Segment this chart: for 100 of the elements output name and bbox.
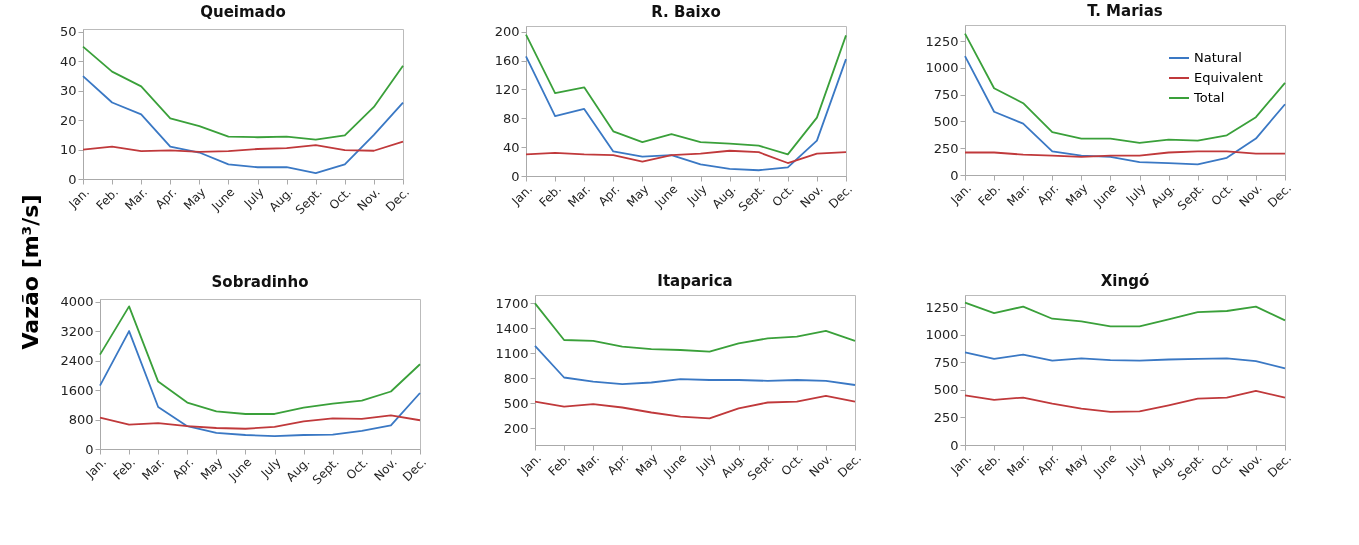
y-tick-label: 1600 — [60, 382, 94, 398]
x-tick-label: Aug. — [1148, 181, 1178, 211]
x-tick-label: Dec. — [834, 451, 864, 481]
y-tick-label: 250 — [933, 140, 959, 156]
line-series — [99, 330, 421, 437]
chart-title: Itaparica — [657, 272, 733, 290]
x-tick-label: Aug. — [266, 185, 296, 215]
line-series — [534, 344, 856, 386]
line-series — [82, 45, 404, 141]
y-tick-label: 1250 — [925, 33, 959, 49]
line-series — [525, 55, 847, 172]
x-tick-label: Jan. — [947, 181, 974, 208]
y-tick-label: 500 — [503, 395, 529, 411]
y-tick-label: 750 — [933, 87, 959, 103]
x-tick-label: Dec. — [382, 185, 412, 215]
y-tick-label: 4000 — [60, 294, 94, 310]
chart-title: Xingó — [1100, 272, 1150, 290]
y-tick-label: 10 — [59, 142, 77, 158]
y-tick-label: 250 — [933, 409, 959, 425]
x-tick-label: Jan. — [82, 455, 109, 482]
chart-title: Sobradinho — [211, 272, 309, 291]
x-tick-label: Oct. — [326, 185, 354, 213]
x-tick-label: Mar. — [1004, 181, 1033, 209]
x-tick-label: Jan. — [517, 451, 544, 478]
x-tick-label: Apr. — [1034, 451, 1062, 478]
y-tick-label: 500 — [933, 113, 959, 129]
y-tick-label: 2400 — [60, 353, 94, 369]
chart-title: R. Baixo — [651, 2, 721, 21]
x-tick-label: Apr. — [152, 185, 180, 212]
x-tick-label: Feb. — [110, 455, 139, 483]
x-tick-label: Oct. — [769, 182, 797, 210]
x-tick-label: Oct. — [1208, 451, 1236, 479]
y-tick-label: 1100 — [495, 345, 529, 361]
x-tick-label: Mar. — [574, 451, 603, 479]
y-tick-label: 120 — [494, 81, 520, 97]
x-tick-label: Mar. — [139, 455, 168, 483]
line-series — [99, 305, 421, 415]
x-tick-label: Mar. — [122, 185, 151, 213]
y-tick-label: 1400 — [495, 320, 529, 336]
y-tick-label: 1000 — [925, 327, 959, 343]
x-tick-label: Aug. — [718, 451, 748, 481]
y-tick-label: 160 — [494, 53, 520, 69]
x-tick-label: Aug. — [709, 182, 739, 212]
chart-title: Queimado — [200, 2, 286, 21]
line-series — [99, 414, 421, 430]
x-tick-label: Dec. — [825, 182, 855, 212]
y-tick-label: 20 — [59, 112, 77, 128]
line-series — [82, 75, 404, 175]
y-tick-label: 0 — [950, 437, 959, 453]
x-tick-label: Jan. — [65, 185, 92, 212]
x-tick-label: Feb. — [545, 451, 574, 479]
y-tick-label: 200 — [503, 420, 529, 436]
x-tick-label: Feb. — [536, 182, 565, 210]
y-tick-label: 40 — [59, 53, 77, 69]
x-tick-label: Mar. — [565, 182, 594, 210]
x-tick-label: Jan. — [508, 182, 535, 209]
line-series — [964, 32, 1286, 144]
line-series — [534, 302, 856, 353]
x-tick-label: Mar. — [1004, 451, 1033, 479]
line-series — [82, 140, 404, 153]
x-tick-label: Feb. — [975, 451, 1004, 479]
y-tick-label: 40 — [502, 139, 520, 155]
legend-label: Natural — [1194, 50, 1242, 65]
x-tick-label: Dec. — [1264, 451, 1294, 481]
y-tick-label: 1700 — [495, 295, 529, 311]
x-tick-label: Apr. — [595, 182, 623, 209]
y-tick-label: 200 — [494, 24, 520, 40]
y-tick-label: 3200 — [60, 323, 94, 339]
x-tick-label: Apr. — [169, 455, 197, 482]
y-tick-label: 0 — [950, 167, 959, 183]
y-tick-label: 0 — [511, 168, 520, 184]
x-tick-label: Apr. — [604, 451, 632, 478]
y-tick-label: 800 — [503, 370, 529, 386]
x-tick-label: Feb. — [975, 181, 1004, 209]
line-series — [525, 149, 847, 164]
x-tick-label: Oct. — [343, 455, 371, 483]
y-tick-label: 800 — [68, 412, 94, 428]
line-series — [534, 394, 856, 420]
y-tick-label: 1000 — [925, 60, 959, 76]
legend-label: Equivalent — [1194, 70, 1263, 85]
x-tick-label: Oct. — [778, 451, 806, 479]
y-tick-label: 1250 — [925, 299, 959, 315]
y-tick-label: 80 — [502, 110, 520, 126]
x-tick-label: Dec. — [399, 455, 429, 485]
x-tick-label: Oct. — [1208, 181, 1236, 209]
x-tick-label: Aug. — [1148, 451, 1178, 481]
x-tick-label: Aug. — [283, 455, 313, 485]
line-series — [964, 301, 1286, 328]
chart-title: T. Marias — [1087, 2, 1163, 20]
y-tick-label: 500 — [933, 382, 959, 398]
x-tick-label: Feb. — [93, 185, 122, 213]
y-tick-label: 50 — [59, 24, 77, 40]
y-tick-label: 750 — [933, 354, 959, 370]
y-tick-label: 0 — [68, 171, 77, 187]
line-series — [964, 351, 1286, 370]
x-tick-label: Apr. — [1034, 181, 1062, 208]
x-tick-label: Jan. — [947, 451, 974, 478]
line-series — [964, 390, 1286, 413]
y-tick-label: 0 — [85, 441, 94, 457]
x-tick-label: Dec. — [1264, 181, 1294, 211]
